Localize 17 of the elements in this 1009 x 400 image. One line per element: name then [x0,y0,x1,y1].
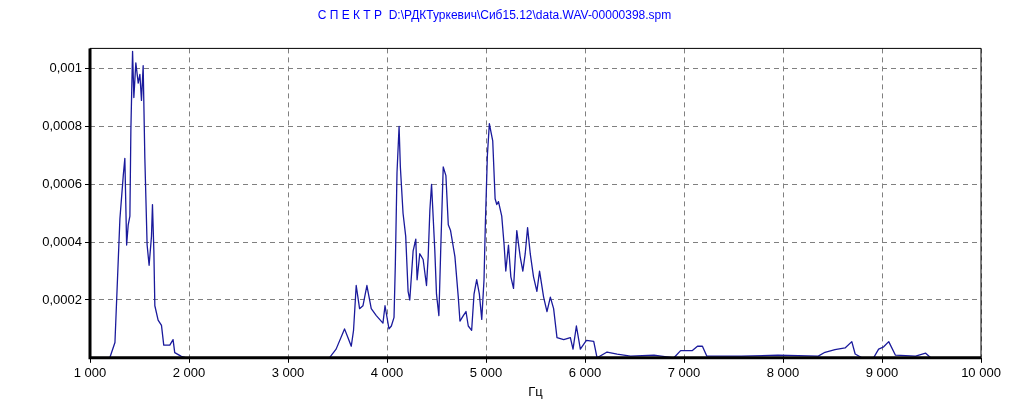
x-tick-label: 4 000 [370,365,404,381]
chart-title: С П Е К Т Р D:\РДКТуркевич\Сиб15.12\data.WAV-00000398.spm [317,7,672,22]
y-tick-label: 0,001 [49,60,82,76]
y-tick-label: 0,0008 [42,118,82,134]
y-tick-label: 0,0004 [42,233,82,249]
x-tick-label: 8 000 [766,365,800,381]
x-tick-label: 9 000 [865,365,899,381]
x-tick-label: 3 000 [271,365,305,381]
x-axis-title: Гц [528,383,544,399]
x-tick-label: 2 000 [172,365,206,381]
x-tick-label: 7 000 [667,365,701,381]
y-tick-label: 0,0002 [42,291,82,307]
x-tick-label: 1 000 [73,365,107,381]
x-tick-label: 10 000 [961,365,1001,381]
x-tick-label: 6 000 [568,365,602,381]
x-tick-label: 5 000 [469,365,503,381]
y-tick-label: 0,0006 [42,175,82,191]
